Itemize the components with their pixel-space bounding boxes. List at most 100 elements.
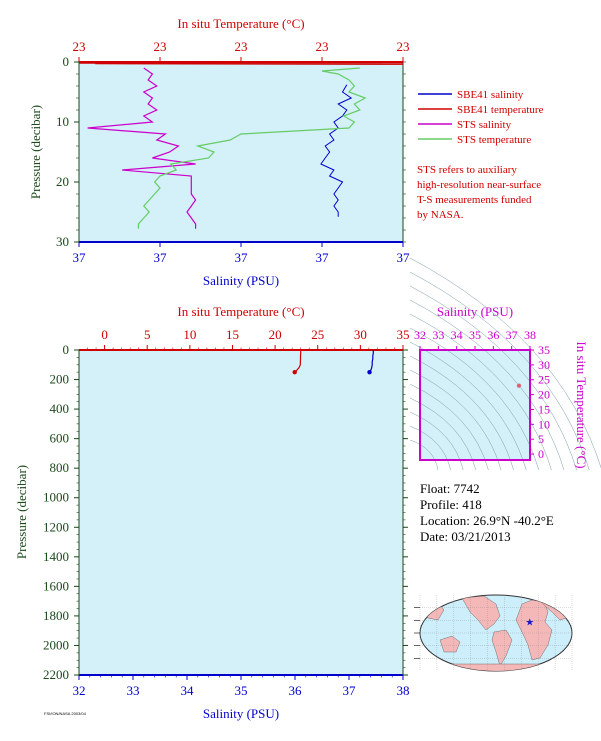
- ts-density-contour: [409, 411, 464, 471]
- top-pressure-tick-label: 10: [56, 114, 69, 129]
- ts-diagram: Salinity (PSU) 32 33 34 35 36 37 38 0510152025…: [409, 257, 601, 471]
- profile-number: Profile: 418: [420, 497, 482, 512]
- ts-diagram-y-axis-label: In situ Temperature (°C): [574, 341, 589, 468]
- bottom-temperature-tick-label: 20: [269, 327, 282, 342]
- top-pressure-tick-label: 30: [56, 234, 69, 249]
- map-graticule: [414, 595, 573, 671]
- legend-note-line: STS refers to auxiliary: [417, 164, 517, 176]
- bottom-salinity-tick-label: 32: [73, 683, 86, 698]
- ts-density-contour: [409, 439, 439, 471]
- ts-salinity-tick-label: 33: [432, 328, 444, 342]
- ts-plot-background: [420, 350, 530, 460]
- bottom-pressure-tick-label: 1000: [43, 490, 69, 505]
- top-temperature-tick-label: 23: [316, 39, 329, 54]
- top-plot-background: [79, 62, 403, 242]
- series-line-sbe41-salinity: [320, 84, 353, 217]
- bottom-salinity-tick-label: 37: [343, 683, 357, 698]
- top-chart-title: In situ Temperature (°C): [177, 16, 304, 31]
- top-temperature-tick-label: 23: [397, 39, 410, 54]
- ts-temperature-tick-label: 5: [538, 432, 544, 446]
- ts-temperature-tick-label: 10: [538, 417, 550, 431]
- top-chart-salinity-ticks: 37 37 37 37 37: [73, 241, 410, 265]
- ts-point: [516, 383, 522, 389]
- series-line-sts-salinity: [87, 67, 197, 229]
- bottom-pressure-tick-label: 1200: [43, 519, 69, 534]
- legend-label: SBE41 temperature: [457, 104, 544, 116]
- ts-salinity-tick-label: 36: [487, 328, 499, 342]
- bottom-series-line-sbe41-temperature: [294, 350, 302, 373]
- bottom-pressure-tick-label: 2000: [43, 637, 69, 652]
- bottom-pressure-tick-label: 2200: [43, 667, 69, 682]
- top-chart: In situ Temperature (°C) 23 23 23 23 23 37 37…: [28, 16, 410, 288]
- ts-temperature-tick-label: 0: [538, 447, 544, 461]
- top-pressure-tick-label: 0: [63, 54, 70, 69]
- ts-density-contour: [409, 285, 577, 471]
- bottom-salinity-tick-label: 35: [235, 683, 248, 698]
- legend: SBE41 salinity SBE41 temperature STS salin…: [418, 89, 544, 146]
- ts-temperature-tick-label: 15: [538, 402, 550, 416]
- ts-density-contour: [409, 313, 552, 471]
- float-info-panel: Float: 7742 Profile: 418 Location: 26.9°…: [420, 481, 595, 545]
- ts-temperature-tick-label: 30: [538, 358, 550, 372]
- bottom-chart-y-axis-label: Pressure (decibar): [14, 465, 29, 559]
- bottom-pressure-tick-label: 1800: [43, 608, 69, 623]
- bottom-temperature-tick-label: 5: [144, 327, 151, 342]
- top-chart-x-axis-label: Salinity (PSU): [203, 273, 279, 288]
- ts-density-contour: [409, 257, 601, 469]
- bottom-salinity-tick-label: 33: [127, 683, 140, 698]
- ts-temperature-tick-label: 20: [538, 388, 550, 402]
- bottom-series-end-point-sbe41-salinity: [367, 369, 372, 375]
- legend-note-line: T-S measurements funded: [417, 194, 532, 206]
- legend-note-line: high-resolution near-surface: [417, 179, 542, 191]
- bottom-pressure-tick-label: 800: [50, 460, 70, 475]
- bottom-chart-x-axis-label: Salinity (PSU): [203, 706, 279, 721]
- legend-note: STS refers to auxiliary high-resolution …: [417, 163, 597, 223]
- ts-density-contour: [409, 341, 527, 471]
- ts-diagram-title: Salinity (PSU): [437, 304, 513, 319]
- bottom-salinity-tick-label: 38: [397, 683, 410, 698]
- bottom-pressure-tick-label: 200: [50, 372, 70, 387]
- top-salinity-tick-label: 37: [73, 250, 87, 265]
- bottom-temperature-tick-label: 10: [183, 327, 196, 342]
- bottom-plot-background: [79, 350, 403, 675]
- series-line-sts-temperature: [137, 67, 367, 229]
- float-id: Float: 7742: [420, 481, 480, 496]
- legend-label: STS salinity: [457, 119, 512, 131]
- legend-note-line: by NASA.: [417, 209, 464, 221]
- top-temperature-tick-label: 23: [235, 39, 248, 54]
- top-chart-pressure-ticks: 0 10 20 30: [56, 54, 406, 249]
- bottom-chart-series: [292, 350, 374, 375]
- bottom-pressure-tick-label: 600: [50, 431, 70, 446]
- ts-density-contour: [409, 383, 489, 471]
- bottom-chart-title: In situ Temperature (°C): [177, 304, 304, 319]
- top-chart-temperature-ticks: 23 23 23 23 23: [73, 39, 410, 63]
- legend-label: SBE41 salinity: [457, 89, 524, 101]
- ts-density-contour: [409, 425, 451, 471]
- ts-density-contour: [409, 355, 514, 471]
- ts-density-contour: [409, 327, 540, 471]
- top-pressure-tick-label: 20: [56, 174, 69, 189]
- bottom-salinity-tick-label: 36: [289, 683, 303, 698]
- legend-label: STS temperature: [457, 134, 531, 146]
- bottom-temperature-tick-label: 0: [101, 327, 108, 342]
- bottom-temperature-tick-label: 35: [397, 327, 410, 342]
- bottom-pressure-tick-label: 400: [50, 401, 70, 416]
- ts-temperature-tick-label: 25: [538, 373, 550, 387]
- profile-date: Date: 03/21/2013: [420, 529, 511, 544]
- bottom-chart: In situ Temperature (°C) 0 5 10 15 20 25 30 35 …: [14, 304, 410, 721]
- float-location: Location: 26.9°N -40.2°E: [420, 513, 554, 528]
- bottom-temperature-tick-label: 15: [226, 327, 239, 342]
- ts-density-contour: [409, 271, 590, 471]
- ts-points: [516, 383, 522, 389]
- top-chart-series: [79, 62, 404, 229]
- ts-salinity-tick-label: 35: [469, 328, 481, 342]
- bottom-pressure-tick-label: 0: [63, 342, 70, 357]
- ts-density-contour: [409, 369, 502, 471]
- bottom-pressure-tick-label: 1600: [43, 578, 69, 593]
- ts-temperature-tick-label: 35: [538, 343, 550, 357]
- ts-salinity-tick-label: 34: [451, 328, 463, 342]
- top-temperature-tick-label: 23: [154, 39, 167, 54]
- footer-tag: FSI/ION/NASA 2003/04: [44, 711, 86, 716]
